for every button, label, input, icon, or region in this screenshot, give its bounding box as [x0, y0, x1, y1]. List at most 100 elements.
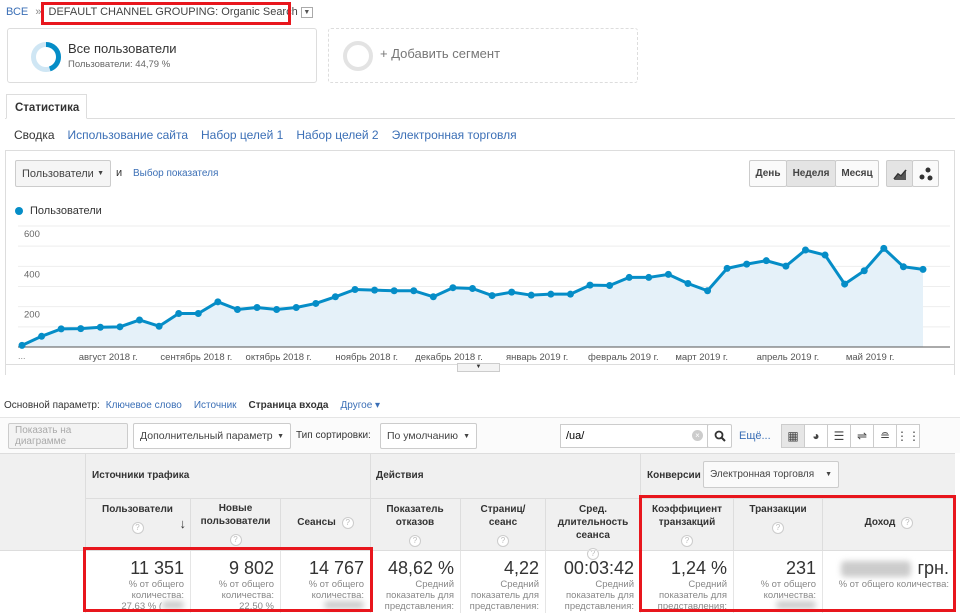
comparison-view-icon: ⇌	[856, 429, 868, 443]
help-icon[interactable]: ?	[341, 517, 354, 529]
subtab-goal-set-1[interactable]: Набор целей 1	[201, 128, 284, 142]
x-tick-label: октябрь 2018 г.	[246, 352, 312, 363]
y-tick-label: 200	[24, 310, 40, 321]
data-point	[351, 286, 359, 294]
column-header-users[interactable]: Пользователи? ↓	[85, 503, 190, 534]
metric-select[interactable]: Пользователи ▼	[15, 160, 111, 187]
data-point	[312, 299, 320, 307]
pivot-view-button[interactable]: ⋮⋮	[896, 424, 920, 448]
header-divider	[85, 498, 955, 499]
help-icon[interactable]: ?	[587, 548, 599, 560]
dimension-landing-page[interactable]: Страница входа	[248, 400, 329, 411]
term-cloud-button[interactable]: ≘	[873, 424, 897, 448]
data-point	[429, 293, 437, 301]
motion-chart-button[interactable]	[912, 160, 939, 187]
total-pages-per-session: 4,22 Средний показатель для представления…	[460, 550, 545, 613]
group-actions: Действия	[376, 470, 424, 481]
column-header-sessions[interactable]: Сеансы?	[280, 516, 370, 529]
data-point	[77, 325, 85, 333]
dimension-source[interactable]: Источник	[193, 400, 237, 411]
data-point	[527, 291, 535, 299]
breadcrumb-root[interactable]: ВСЕ	[6, 6, 29, 18]
y-tick-label: 400	[24, 269, 40, 280]
table-view-button[interactable]: ▦	[781, 424, 805, 448]
help-icon[interactable]: ?	[681, 535, 693, 547]
choose-metric-link[interactable]: Выбор показателя	[133, 168, 219, 179]
conversion-select[interactable]: Электронная торговля ▼	[703, 461, 839, 488]
add-segment-button[interactable]: + Добавить сегмент	[328, 28, 638, 83]
subtab-site-usage[interactable]: Использование сайта	[67, 128, 189, 142]
total-transactions: 231% от общего количества:	[733, 550, 822, 613]
legend-label: Пользователи	[30, 205, 102, 217]
dimension-other[interactable]: Другое ▾	[340, 400, 381, 411]
dropdown-arrow-icon[interactable]: ▼	[300, 6, 313, 18]
x-tick-label: январь 2019 г.	[506, 352, 568, 363]
column-header-revenue[interactable]: Доход?	[822, 516, 955, 529]
help-icon[interactable]: ?	[229, 534, 242, 546]
period-day-button[interactable]: День	[749, 160, 787, 187]
total-caption: Средний показатель для представления:	[469, 579, 539, 612]
pie-view-button[interactable]: ◕	[804, 424, 828, 448]
data-point	[116, 323, 124, 331]
help-icon[interactable]: ?	[497, 535, 509, 547]
total-revenue: грн.% от общего количества:	[822, 550, 955, 613]
more-link[interactable]: Ещё...	[739, 430, 771, 442]
secondary-dimension-select[interactable]: Дополнительный параметр ▼	[133, 423, 291, 449]
data-point	[194, 310, 202, 318]
subtab-summary[interactable]: Сводка	[14, 128, 55, 142]
total-caption: % от общего количества:	[128, 579, 184, 601]
column-header-new-users[interactable]: Новые пользователи?	[190, 502, 280, 546]
data-point	[38, 332, 46, 340]
total-value: 9 802	[228, 558, 274, 578]
column-header-transaction-rate[interactable]: Коэффициент транзакций?	[640, 503, 733, 547]
clear-icon[interactable]: ×	[692, 430, 703, 441]
comparison-view-button[interactable]: ⇌	[850, 424, 874, 448]
data-point	[566, 290, 574, 298]
help-icon[interactable]: ?	[772, 522, 784, 534]
data-point	[782, 262, 790, 270]
column-header-pages-per-session[interactable]: Страниц/сеанс?	[460, 503, 545, 547]
bar-view-button[interactable]: ☰	[827, 424, 851, 448]
search-button[interactable]	[707, 424, 732, 448]
column-header-bounce-rate[interactable]: Показатель отказов?	[370, 503, 460, 547]
help-icon[interactable]: ?	[131, 522, 144, 534]
data-point	[645, 273, 653, 281]
segment-subtitle: Пользователи: 44,79 %	[68, 59, 171, 70]
total-bounce-rate: 48,62 % Средний показатель для представле…	[370, 550, 460, 613]
data-point	[664, 270, 672, 278]
data-point	[136, 316, 144, 324]
data-point	[704, 287, 712, 295]
total-value: 14 767	[308, 558, 364, 578]
data-point	[410, 287, 418, 295]
total-value: 48,62 %	[387, 558, 454, 578]
period-month-button[interactable]: Месяц	[835, 160, 879, 187]
help-icon[interactable]: ?	[901, 517, 914, 529]
pie-view-icon: ◕	[812, 429, 820, 443]
users-line-chart: 200 400 600... август 2018 г. сентябрь 2018 …	[18, 225, 950, 363]
data-point	[508, 288, 516, 296]
column-header-avg-session-duration[interactable]: Сред. длительность сеанса?	[545, 503, 640, 560]
plot-rows-button[interactable]: Показать на диаграмме	[8, 423, 128, 449]
breadcrumb-current: DEFAULT CHANNEL GROUPING: Organic Search	[48, 6, 298, 18]
data-point	[449, 284, 457, 292]
column-header-transactions[interactable]: Транзакции?	[733, 503, 822, 534]
col-divider	[85, 498, 86, 550]
column-label: Пользователи	[102, 504, 173, 515]
data-point	[469, 285, 476, 293]
help-icon[interactable]: ?	[409, 535, 421, 547]
tab-statistics[interactable]: Статистика	[6, 94, 87, 119]
expand-chart-handle[interactable]: ▼	[457, 363, 500, 372]
dimension-keyword[interactable]: Ключевое слово	[105, 400, 182, 411]
subtab-goal-set-2[interactable]: Набор целей 2	[296, 128, 379, 142]
line-chart-button[interactable]	[886, 160, 913, 187]
table-filter-input[interactable]	[560, 424, 708, 448]
chevron-down-icon: ▼	[463, 432, 470, 440]
sort-type-select[interactable]: По умолчанию ▼	[380, 423, 477, 449]
segment-all-users[interactable]: Все пользователи Пользователи: 44,79 %	[7, 28, 317, 83]
x-tick-label: апрель 2019 г.	[757, 352, 820, 363]
search-icon	[714, 430, 726, 442]
row-divider	[0, 550, 955, 551]
period-week-button[interactable]: Неделя	[786, 160, 836, 187]
subtab-ecommerce[interactable]: Электронная торговля	[391, 128, 517, 142]
data-point	[801, 246, 809, 254]
